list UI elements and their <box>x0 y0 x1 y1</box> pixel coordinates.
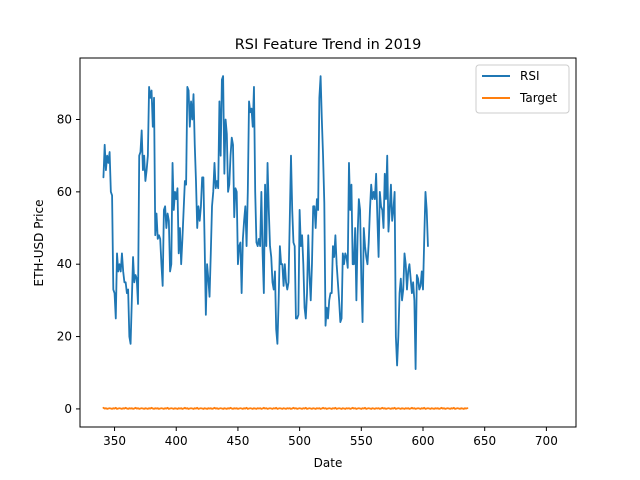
legend-label-target: Target <box>519 91 557 105</box>
y-tick-label: 0 <box>64 402 72 416</box>
x-tick-label: 700 <box>535 434 558 448</box>
y-tick-label: 40 <box>57 257 72 271</box>
x-tick-label: 500 <box>288 434 311 448</box>
x-tick-label: 550 <box>350 434 373 448</box>
y-tick-label: 60 <box>57 185 72 199</box>
x-axis-label: Date <box>314 456 343 470</box>
y-axis-label: ETH-USD Price <box>32 200 46 287</box>
series-line-rsi <box>102 75 429 371</box>
series-line-target <box>102 406 469 410</box>
x-tick-label: 600 <box>412 434 435 448</box>
series-layer <box>102 75 469 410</box>
x-tick-label: 400 <box>165 434 188 448</box>
chart-title: RSI Feature Trend in 2019 <box>235 37 422 53</box>
plot-frame <box>79 57 577 428</box>
y-tick-label: 20 <box>57 330 72 344</box>
legend: RSI Target <box>475 64 570 114</box>
x-axis: 350 400 450 500 550 600 650 700 <box>103 427 558 448</box>
y-axis: 0 20 40 60 80 <box>57 113 80 416</box>
y-tick-label: 80 <box>57 113 72 127</box>
x-tick-label: 350 <box>103 434 126 448</box>
x-tick-label: 450 <box>226 434 249 448</box>
legend-label-rsi: RSI <box>520 69 540 83</box>
x-tick-label: 650 <box>473 434 496 448</box>
